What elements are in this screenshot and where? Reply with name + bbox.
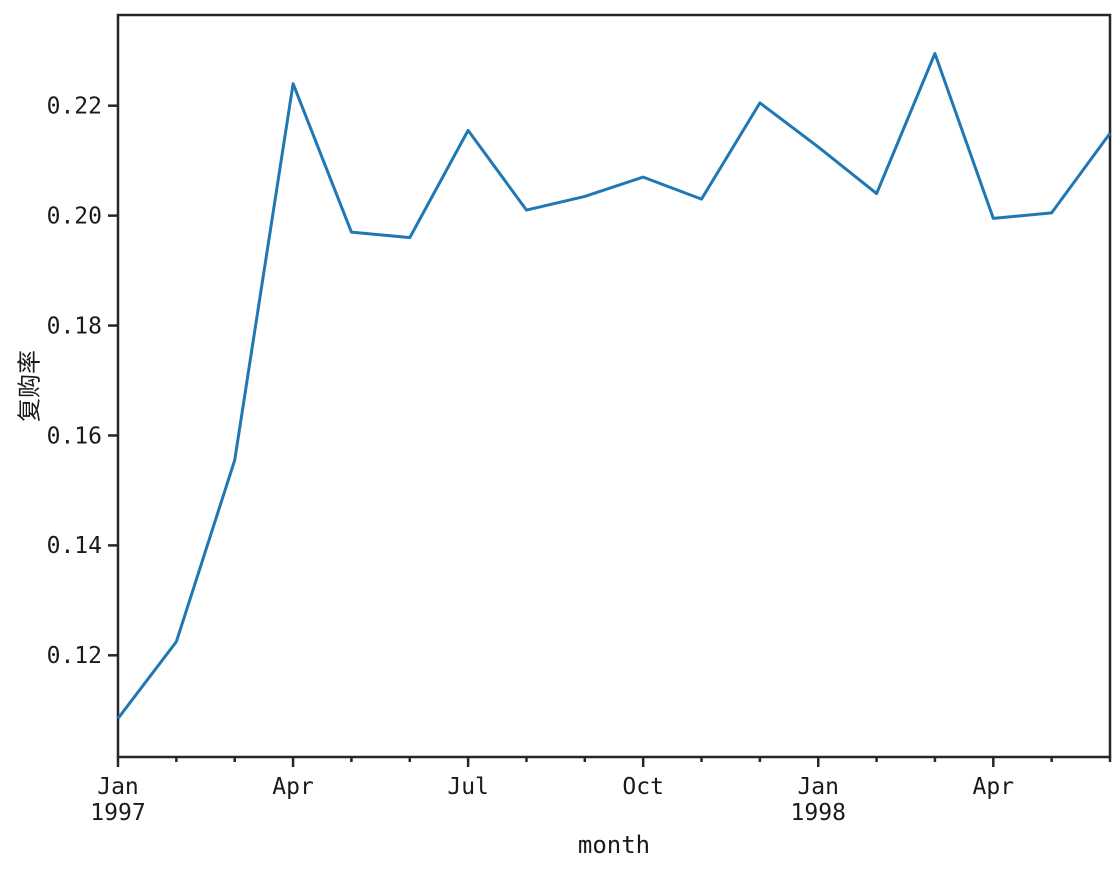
y-tick-label: 0.16 xyxy=(47,423,102,449)
x-tick-label: Oct xyxy=(622,774,664,800)
x-tick-year-label: 1998 xyxy=(791,800,846,826)
x-tick-label: Apr xyxy=(973,774,1015,800)
x-tick-label: Apr xyxy=(272,774,314,800)
y-tick-label: 0.20 xyxy=(47,203,102,229)
plot-border xyxy=(116,13,1112,759)
y-tick-label: 0.18 xyxy=(47,313,102,339)
y-tick-label: 0.22 xyxy=(47,94,102,120)
y-axis-title: 复购率 xyxy=(15,350,44,422)
x-tick-label: Jan xyxy=(97,774,139,800)
data-line xyxy=(116,52,1112,720)
x-axis-title: month xyxy=(577,831,651,859)
y-tick-label: 0.12 xyxy=(47,643,102,669)
x-tick-label: Jul xyxy=(447,774,489,800)
x-tick-year-label: 1997 xyxy=(90,800,145,826)
y-tick-label: 0.14 xyxy=(47,533,102,559)
x-tick-label: Jan xyxy=(797,774,839,800)
